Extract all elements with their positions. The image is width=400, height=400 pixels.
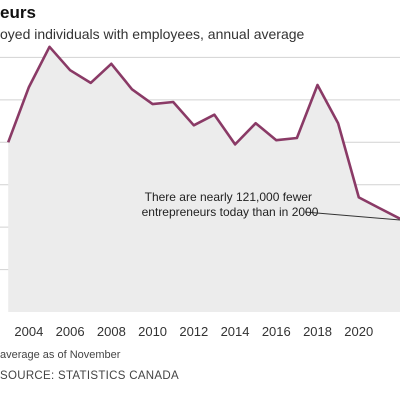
area-fill: [8, 46, 400, 313]
x-tick-label: 2018: [303, 324, 332, 339]
x-tick-label: 2012: [179, 324, 208, 339]
footnote: average as of November: [0, 349, 121, 361]
x-tick-label: 2020: [344, 324, 373, 339]
annotation-line-1: There are nearly 121,000 fewer: [145, 190, 312, 204]
series-line: [6, 45, 400, 220]
x-tick-label: 2016: [262, 324, 291, 339]
annotation-leader: [304, 211, 400, 221]
chart-title: eurs: [0, 3, 36, 22]
x-tick-label: 2010: [138, 324, 167, 339]
annotation-line-2: entrepreneurs today than in 2000: [142, 205, 319, 219]
chart-subtitle: oyed individuals with employees, annual …: [0, 26, 305, 42]
source-credit: SOURCE: STATISTICS CANADA: [0, 370, 179, 382]
x-tick-label: 2008: [97, 324, 126, 339]
x-tick-label: 2006: [56, 324, 85, 339]
x-tick-label: 2014: [221, 324, 250, 339]
line-chart: 2004 2006 2008 2010 2012 2014 2016 2018 2020 The…: [0, 45, 400, 339]
annotation-text: There are nearly 121,000 fewer entrepren…: [142, 190, 319, 219]
x-tick-label: 2004: [14, 324, 43, 339]
